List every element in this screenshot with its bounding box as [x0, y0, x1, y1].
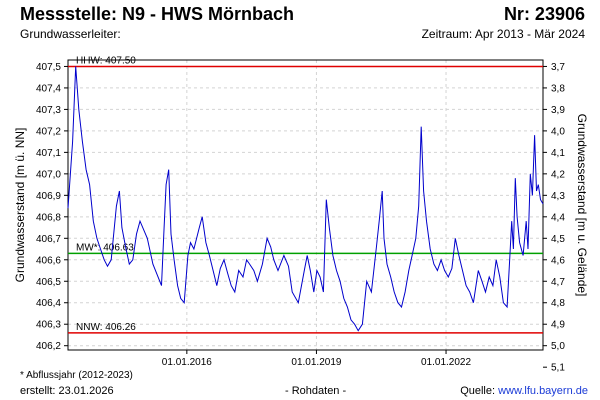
right-tick-label: 4,5 [551, 234, 565, 245]
right-tick-label: 3,9 [551, 105, 565, 116]
chart-grid [68, 60, 543, 350]
x-tick-label: 01.01.2016 [162, 357, 212, 368]
reference-lines: HHW: 407.50 MW*: 406.63 NNW: 406.26 [68, 55, 543, 334]
right-tick-label: 3,7 [551, 62, 565, 73]
y-tick-label: 406,9 [36, 191, 61, 202]
period-label: Zeitraum: Apr 2013 - Mär 2024 [421, 27, 585, 41]
y-tick-label: 406,6 [36, 255, 61, 266]
y-tick-labels: 406,2 406,3 406,4 406,5 406,6 406,7 406,8 406,9… [36, 62, 68, 352]
plot-frame [67, 59, 544, 351]
station-number: Nr: 23906 [503, 4, 585, 24]
x-tick-label: 01.01.2019 [291, 357, 341, 368]
source-link[interactable]: www.lfu.bayern.de [498, 385, 588, 397]
raw-data-note: - Rohdaten - [285, 385, 347, 397]
source: Quelle: www.lfu.bayern.de [460, 385, 588, 397]
right-tick-label: 4,4 [551, 212, 565, 223]
reference-label: NNW: 406.26 [76, 322, 136, 333]
right-tick-label: 4,2 [551, 169, 565, 180]
y-tick-label: 406,4 [36, 298, 61, 309]
source-prefix: Quelle: [460, 385, 499, 397]
y-axis-label-right: Grundwasserstand [m u. Gelände] [575, 114, 589, 297]
right-tick-label: 4,0 [551, 126, 565, 137]
right-tick-label: 4,6 [551, 255, 565, 266]
y-tick-label: 407,4 [36, 83, 61, 94]
right-tick-label: 4,3 [551, 191, 565, 202]
y-tick-label: 407,2 [36, 126, 61, 137]
y-tick-label: 406,5 [36, 277, 61, 288]
x-tick-labels: 01.01.2016 01.01.2019 01.01.2022 [162, 350, 471, 368]
y-tick-label: 406,2 [36, 341, 61, 352]
x-tick-label: 01.01.2022 [421, 357, 471, 368]
page-title: Messstelle: N9 - HWS Mörnbach [20, 4, 295, 24]
reference-label: MW*: 406.63 [76, 242, 134, 253]
right-tick-label: 5,0 [551, 341, 565, 352]
y-tick-label: 407,3 [36, 105, 61, 116]
y-tick-label: 407,5 [36, 62, 61, 73]
footnote: * Abflussjahr (2012-2023) [20, 370, 133, 381]
y-tick-label: 407,1 [36, 148, 61, 159]
y-tick-label: 406,7 [36, 234, 61, 245]
right-tick-label: 4,9 [551, 320, 565, 331]
series-line [67, 66, 544, 332]
right-tick-labels: 3,7 3,8 3,9 4,0 4,1 4,2 4,3 4,4 4,5 4,6 4,7 4,8 4,9 5… [543, 62, 565, 374]
right-tick-label: 4,1 [551, 148, 565, 159]
aquifer-label: Grundwasserleiter: [20, 27, 121, 41]
reference-label: HHW: 407.50 [76, 55, 136, 66]
y-tick-label: 407,0 [36, 169, 61, 180]
created-date: erstellt: 23.01.2026 [20, 385, 114, 397]
right-tick-label: 3,8 [551, 83, 565, 94]
y-tick-label: 406,3 [36, 320, 61, 331]
right-tick-label: 4,7 [551, 277, 565, 288]
right-tick-label: 4,8 [551, 298, 565, 309]
y-axis-label: Grundwasserstand [m ü. NN] [13, 128, 27, 283]
right-tick-label: 5,1 [551, 363, 565, 374]
y-tick-label: 406,8 [36, 212, 61, 223]
